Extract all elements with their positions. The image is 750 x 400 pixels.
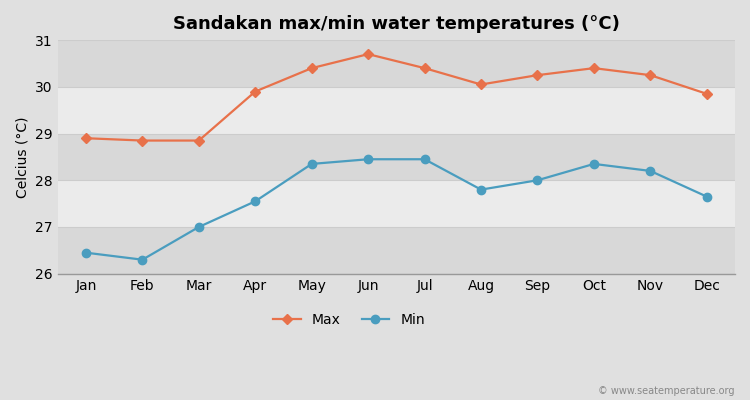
Bar	[58, 87, 735, 134]
Text: © www.seatemperature.org: © www.seatemperature.org	[598, 386, 735, 396]
Legend: Max, Min: Max, Min	[267, 307, 430, 332]
Bar	[58, 134, 735, 180]
Bar	[58, 40, 735, 87]
Y-axis label: Celcius (°C): Celcius (°C)	[15, 116, 29, 198]
Bar	[58, 180, 735, 227]
Bar	[58, 227, 735, 274]
Title: Sandakan max/min water temperatures (°C): Sandakan max/min water temperatures (°C)	[173, 15, 620, 33]
